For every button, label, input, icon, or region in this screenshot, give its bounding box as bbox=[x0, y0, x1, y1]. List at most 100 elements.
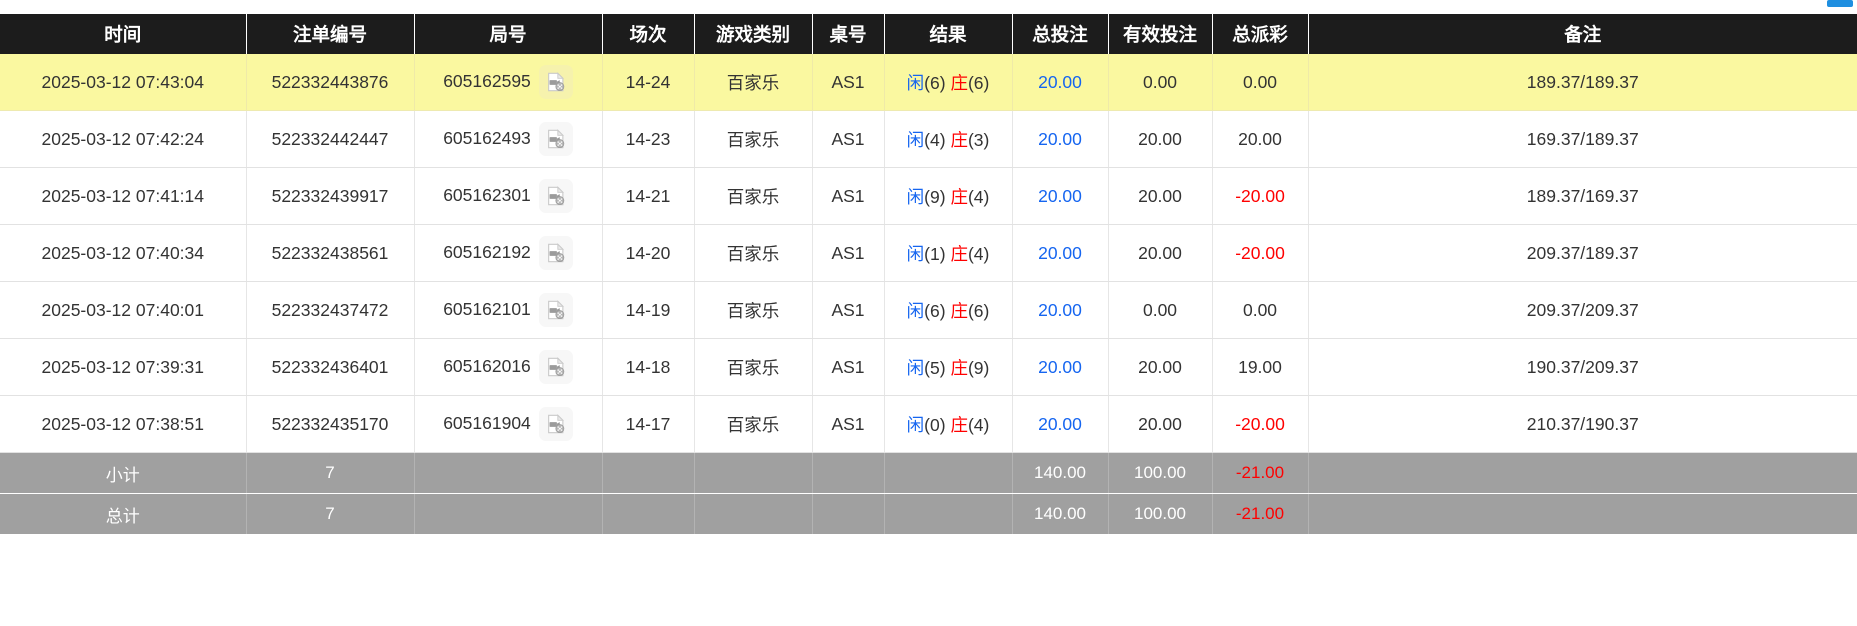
total-bet-value[interactable]: 20.00 bbox=[1038, 71, 1082, 92]
cell-game-type: 百家乐 bbox=[694, 395, 813, 453]
cell-round-no: 605162192 bbox=[414, 224, 603, 282]
column-header-round-no[interactable]: 局号 bbox=[414, 14, 603, 54]
video-document-icon[interactable] bbox=[538, 293, 573, 327]
cell-valid-bet: 20.00 bbox=[1108, 167, 1213, 225]
total-bet-value[interactable]: 20.00 bbox=[1038, 356, 1082, 377]
table-row[interactable]: 2025-03-12 07:38:51 522332435170 605161904… bbox=[0, 395, 1857, 453]
cell-payout: 0.00 bbox=[1212, 54, 1309, 111]
cell-valid-bet: 0.00 bbox=[1108, 281, 1213, 339]
cell-game-type: 百家乐 bbox=[694, 224, 813, 282]
column-header-result[interactable]: 结果 bbox=[884, 14, 1013, 54]
result-banker-label: 庄 bbox=[950, 129, 968, 150]
summary-count: 7 bbox=[246, 452, 415, 494]
cell-result: 闲(6) 庄(6) bbox=[884, 281, 1013, 339]
result-player-value: (6) bbox=[924, 72, 946, 93]
result-player-label: 闲 bbox=[906, 300, 925, 321]
total-bet-value[interactable]: 20.00 bbox=[1038, 242, 1082, 263]
result-player-label: 闲 bbox=[906, 357, 925, 378]
cell-remark: 209.37/209.37 bbox=[1308, 281, 1857, 339]
column-header-table-no[interactable]: 桌号 bbox=[812, 14, 885, 54]
column-header-time[interactable]: 时间 bbox=[0, 14, 247, 54]
total-bet-value[interactable]: 20.00 bbox=[1038, 185, 1082, 206]
summary-valid-bet-value: 100.00 bbox=[1134, 504, 1186, 523]
table-row[interactable]: 2025-03-12 07:41:14 522332439917 605162301… bbox=[0, 167, 1857, 225]
summary-round-no bbox=[414, 493, 603, 535]
video-document-icon[interactable] bbox=[538, 179, 573, 213]
cell-total-bet: 20.00 bbox=[1012, 338, 1109, 396]
payout-value: 19.00 bbox=[1238, 356, 1282, 377]
cell-time: 2025-03-12 07:40:34 bbox=[0, 224, 247, 282]
payout-value: 0.00 bbox=[1242, 71, 1278, 92]
bet-history-table-container: 时间 注单编号 局号 场次 游戏类别 桌号 结果 总投注 有效投注 总派彩 备注… bbox=[0, 14, 1857, 535]
cell-result: 闲(4) 庄(3) bbox=[884, 110, 1013, 168]
cell-result: 闲(5) 庄(9) bbox=[884, 338, 1013, 396]
video-document-icon[interactable] bbox=[538, 122, 573, 156]
cell-order-no: 522332435170 bbox=[246, 395, 415, 453]
column-header-valid-bet[interactable]: 有效投注 bbox=[1108, 14, 1213, 54]
result-banker-value: (6) bbox=[967, 72, 990, 93]
column-header-remark[interactable]: 备注 bbox=[1308, 14, 1857, 54]
cell-round-no: 605162301 bbox=[414, 167, 603, 225]
payout-value: -20.00 bbox=[1235, 185, 1285, 206]
summary-payout-value: -21.00 bbox=[1235, 504, 1285, 523]
result-banker-label: 庄 bbox=[950, 300, 968, 321]
summary-session bbox=[602, 452, 695, 494]
total-bet-value[interactable]: 20.00 bbox=[1038, 299, 1082, 320]
summary-session bbox=[602, 493, 695, 535]
cell-session: 14-23 bbox=[602, 110, 695, 168]
column-header-total-bet[interactable]: 总投注 bbox=[1012, 14, 1109, 54]
cell-order-no: 522332439917 bbox=[246, 167, 415, 225]
cell-order-no: 522332436401 bbox=[246, 338, 415, 396]
payout-value: -20.00 bbox=[1235, 413, 1285, 434]
cell-order-no: 522332438561 bbox=[246, 224, 415, 282]
result-banker-label: 庄 bbox=[950, 414, 968, 435]
column-header-order-no[interactable]: 注单编号 bbox=[246, 14, 415, 54]
cell-result: 闲(0) 庄(4) bbox=[884, 395, 1013, 453]
result-player-label: 闲 bbox=[906, 243, 925, 264]
cell-total-bet: 20.00 bbox=[1012, 167, 1109, 225]
summary-total-bet-value: 140.00 bbox=[1034, 463, 1086, 482]
summary-game-type bbox=[694, 452, 813, 494]
cell-session: 14-24 bbox=[602, 54, 695, 111]
video-document-icon[interactable] bbox=[538, 236, 573, 270]
video-document-icon[interactable] bbox=[538, 407, 573, 441]
cell-remark: 189.37/189.37 bbox=[1308, 54, 1857, 111]
cell-session: 14-21 bbox=[602, 167, 695, 225]
cell-session: 14-17 bbox=[602, 395, 695, 453]
total-bet-value[interactable]: 20.00 bbox=[1038, 413, 1082, 434]
summary-payout: -21.00 bbox=[1212, 493, 1309, 535]
cell-payout: 0.00 bbox=[1212, 281, 1309, 339]
video-document-icon[interactable] bbox=[538, 65, 573, 99]
result-banker-label: 庄 bbox=[950, 186, 968, 207]
result-player-label: 闲 bbox=[906, 414, 925, 435]
summary-row: 总计 7 140.00 100.00 -21.00 bbox=[0, 493, 1857, 535]
summary-table-no bbox=[812, 493, 885, 535]
cell-remark: 189.37/169.37 bbox=[1308, 167, 1857, 225]
table-row[interactable]: 2025-03-12 07:42:24 522332442447 605162493… bbox=[0, 110, 1857, 168]
round-no-text: 605162192 bbox=[443, 242, 531, 263]
round-no-text: 605162016 bbox=[443, 356, 531, 377]
total-bet-value[interactable]: 20.00 bbox=[1038, 128, 1082, 149]
column-header-payout[interactable]: 总派彩 bbox=[1212, 14, 1309, 54]
video-document-icon[interactable] bbox=[538, 350, 573, 384]
cell-time: 2025-03-12 07:42:24 bbox=[0, 110, 247, 168]
round-no-text: 605162595 bbox=[443, 71, 531, 92]
summary-game-type bbox=[694, 493, 813, 535]
cell-valid-bet: 20.00 bbox=[1108, 338, 1213, 396]
summary-total-bet: 140.00 bbox=[1012, 493, 1109, 535]
column-header-game-type[interactable]: 游戏类别 bbox=[694, 14, 813, 54]
cell-result: 闲(6) 庄(6) bbox=[884, 54, 1013, 111]
table-row[interactable]: 2025-03-12 07:43:04 522332443876 605162595… bbox=[0, 54, 1857, 111]
summary-label: 总计 bbox=[0, 493, 247, 535]
table-row[interactable]: 2025-03-12 07:40:34 522332438561 605162192… bbox=[0, 224, 1857, 282]
cell-payout: -20.00 bbox=[1212, 224, 1309, 282]
result-banker-value: (6) bbox=[967, 300, 990, 321]
result-player-value: (0) bbox=[924, 414, 946, 435]
cell-table-no: AS1 bbox=[812, 224, 885, 282]
table-row[interactable]: 2025-03-12 07:40:01 522332437472 605162101… bbox=[0, 281, 1857, 339]
payout-value: 0.00 bbox=[1242, 299, 1278, 320]
column-header-session[interactable]: 场次 bbox=[602, 14, 695, 54]
table-row[interactable]: 2025-03-12 07:39:31 522332436401 605162016… bbox=[0, 338, 1857, 396]
result-player-value: (4) bbox=[924, 129, 946, 150]
summary-total-bet: 140.00 bbox=[1012, 452, 1109, 494]
